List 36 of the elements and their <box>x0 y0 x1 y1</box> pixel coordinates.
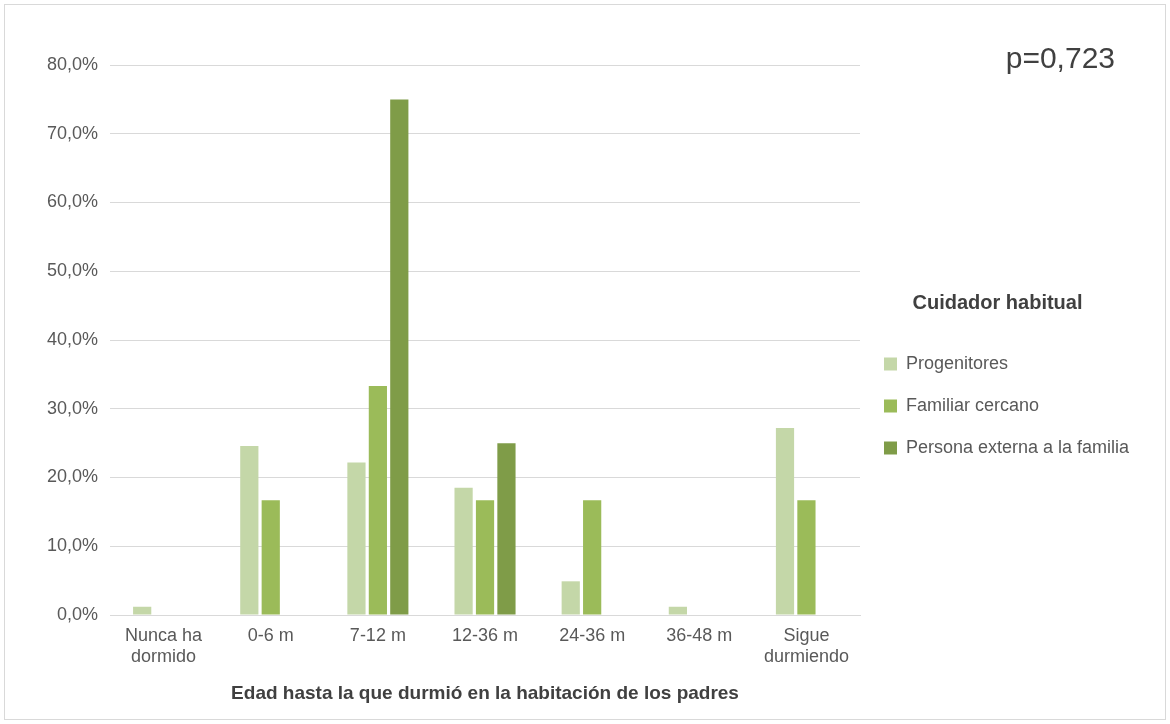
y-tick-label: 0,0% <box>57 603 99 624</box>
x-tick-label: 12-36 m <box>452 624 519 645</box>
y-tick-label: 50,0% <box>46 260 99 281</box>
x-axis-title: Edad hasta la que durmió en la habitación de los padres <box>231 681 739 703</box>
x-tick-label: 24-36 m <box>559 624 626 645</box>
x-tick-label: Sigue durmiendo <box>763 624 849 667</box>
bar <box>797 500 816 615</box>
x-tick-label: Nunca ha dormido <box>125 624 204 667</box>
bar <box>261 500 280 615</box>
y-tick-label: 20,0% <box>46 466 99 487</box>
bar <box>561 581 580 615</box>
bar <box>240 445 259 615</box>
legend-label: Familiar cercano <box>906 394 1040 415</box>
text: p=0,723 <box>1005 41 1115 75</box>
x-tick-label: 36-48 m <box>666 624 733 645</box>
bar <box>583 500 602 615</box>
legend-label: Persona externa a la familia <box>906 436 1131 457</box>
bar <box>497 443 516 615</box>
y-tick-label: 60,0% <box>46 191 99 212</box>
bar <box>347 462 366 615</box>
bar <box>133 606 152 615</box>
bar <box>668 606 687 615</box>
y-tick-label: 40,0% <box>46 328 99 349</box>
x-tick-label: 7-12 m <box>349 624 406 645</box>
y-tick-label: 10,0% <box>46 535 99 556</box>
x-tick-label: 0-6 m <box>247 624 294 645</box>
bar <box>775 428 795 615</box>
y-tick-label: 80,0% <box>46 53 99 74</box>
bar <box>390 99 409 615</box>
legend-title: Cuidador habitual <box>912 290 1083 313</box>
bar <box>454 487 473 615</box>
legend-label: Progenitores <box>906 352 1009 373</box>
bar <box>475 500 495 615</box>
y-tick-label: 30,0% <box>46 397 99 418</box>
y-tick-label: 70,0% <box>46 122 99 143</box>
bar <box>368 386 387 615</box>
